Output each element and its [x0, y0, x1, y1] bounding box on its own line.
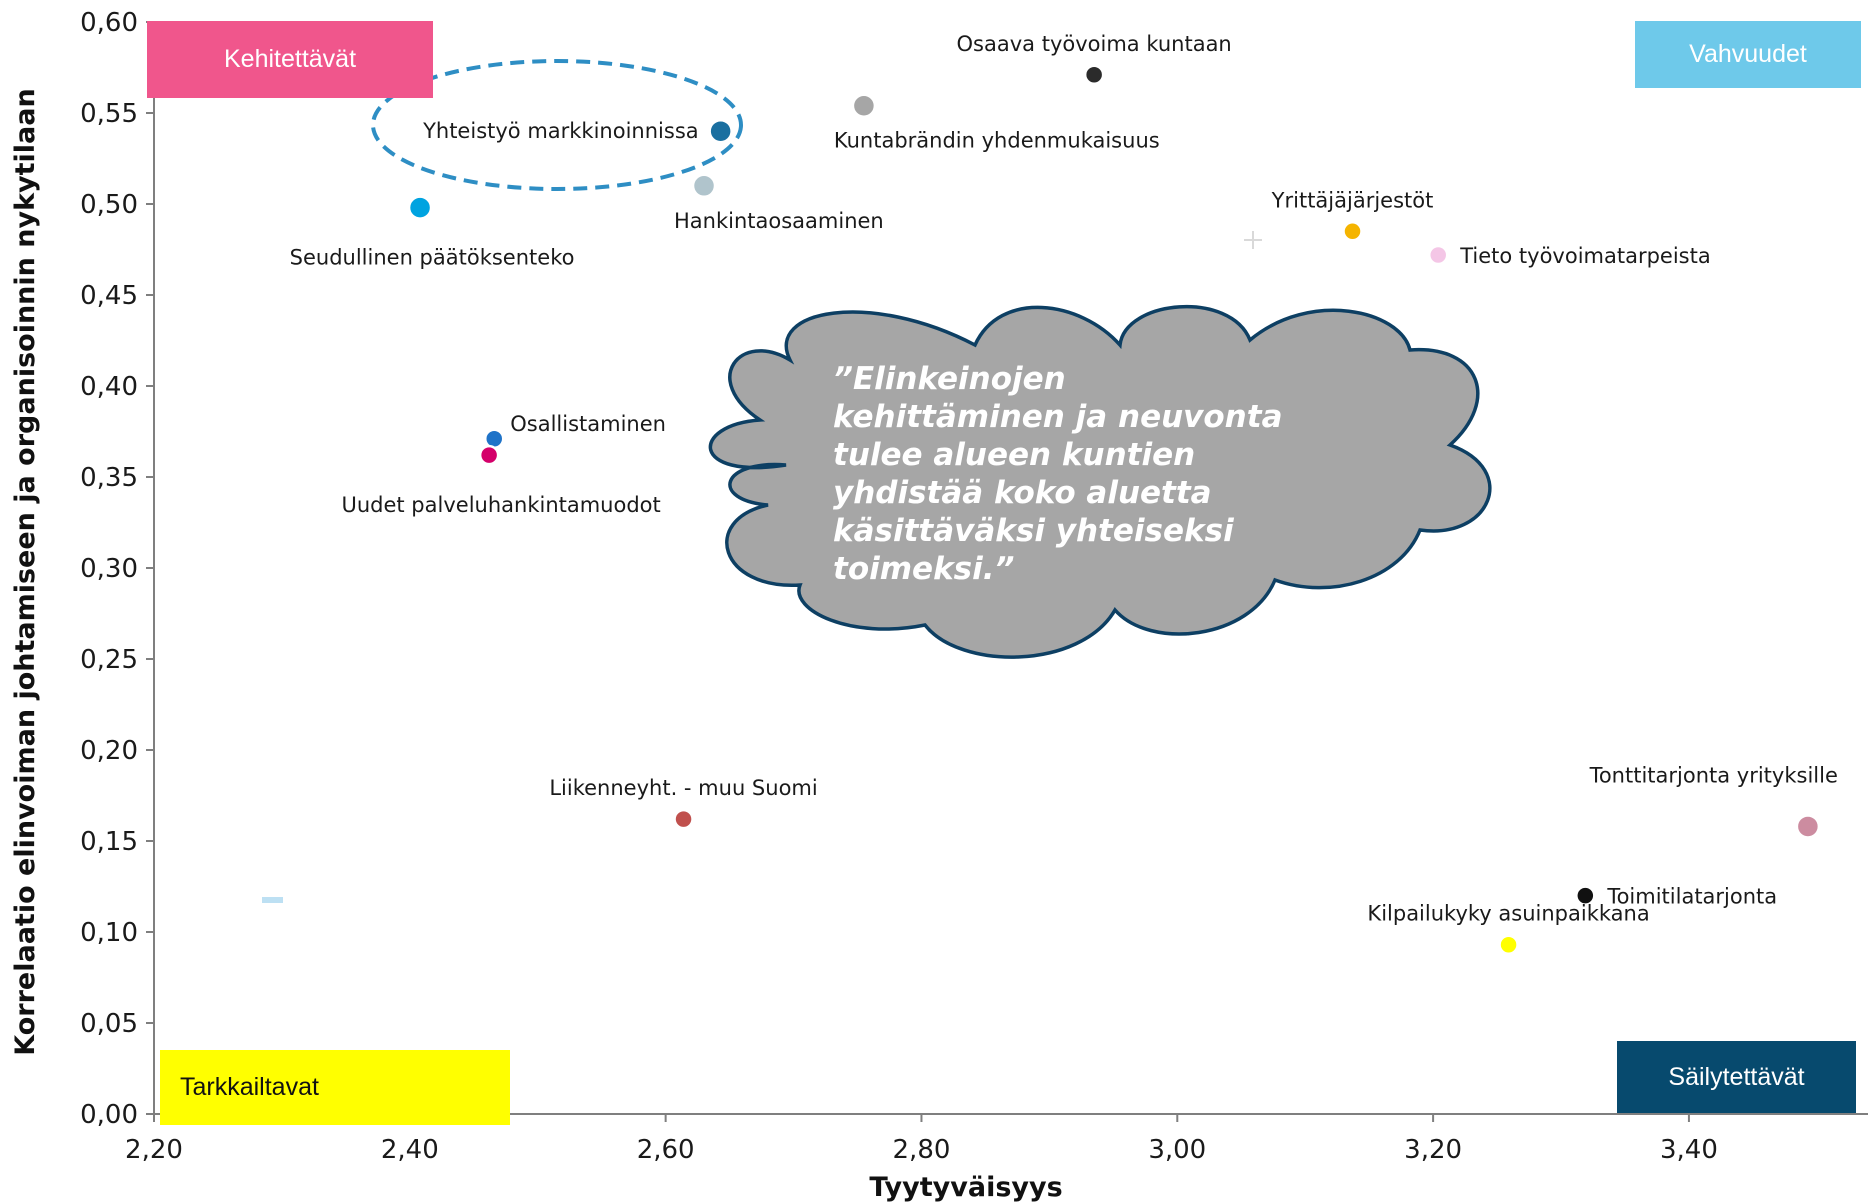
point-label: Osaava työvoima kuntaan: [957, 32, 1232, 56]
y-tick-label: 0,10: [80, 918, 138, 948]
point-label: Yhteistyö markkinoinnissa: [422, 119, 699, 143]
point-labels: Osaava työvoima kuntaan Kuntabrändin yhde…: [290, 32, 1838, 926]
data-point: [1498, 934, 1519, 955]
point-label: Kuntabrändin yhdenmukaisuus: [834, 129, 1160, 153]
quadrant-label-top-right: Vahvuudet: [1635, 21, 1861, 88]
data-point: [1083, 64, 1105, 86]
y-tick-label: 0,25: [80, 645, 138, 675]
point-label: Seudullinen päätöksenteko: [290, 246, 575, 270]
cloud-shape: [708, 304, 1492, 659]
y-tick-label: 0,35: [80, 463, 138, 493]
quote-line: toimeksi.”: [833, 551, 1015, 587]
y-tick-label: 0,05: [80, 1009, 138, 1039]
x-axis-title: Tyytyväisyys: [869, 1172, 1062, 1203]
y-axis-title: Korrelaatio elinvoiman johtamiseen ja or…: [10, 88, 41, 1055]
x-tick-label: 2,40: [381, 1135, 439, 1165]
x-axis-ticks: 2,20 2,40 2,60 2,80 3,00 3,20 3,40: [125, 1114, 1718, 1165]
data-point: [478, 444, 500, 466]
quote-line: tulee alueen kuntien: [833, 437, 1196, 473]
x-tick-label: 2,60: [637, 1135, 695, 1165]
speech-cloud: [708, 304, 1492, 659]
data-point: [708, 118, 733, 144]
point-label: Liikenneyht. - muu Suomi: [549, 776, 817, 800]
data-point: [1427, 244, 1449, 266]
quote-line: ”Elinkeinojen: [833, 361, 1066, 397]
dash-mark: [262, 897, 283, 903]
point-label: Hankintaosaaminen: [674, 209, 884, 233]
quote-line: käsittäväksi yhteiseksi: [833, 513, 1234, 549]
x-tick-label: 3,00: [1148, 1135, 1206, 1165]
y-tick-label: 0,20: [80, 736, 138, 766]
quote-line: kehittäminen ja neuvonta: [833, 399, 1283, 435]
x-tick-label: 3,40: [1660, 1135, 1718, 1165]
x-tick-label: 2,20: [125, 1135, 183, 1165]
point-label: Uudet palveluhankintamuodot: [341, 493, 660, 517]
y-tick-label: 0,40: [80, 372, 138, 402]
point-label: Tieto työvoimatarpeista: [1459, 244, 1711, 268]
data-point: [851, 93, 877, 118]
data-point: [1575, 885, 1596, 906]
quadrant-label-top-left: Kehitettävät: [147, 21, 433, 98]
x-tick-label: 2,80: [893, 1135, 951, 1165]
y-tick-label: 0,55: [80, 99, 138, 129]
point-label: Yrittäjäjärjestöt: [1271, 188, 1434, 212]
y-axis-ticks: 0,00 0,05 0,10 0,15 0,20 0,25 0,30 0,35 0,40 0,45…: [80, 8, 154, 1130]
point-label: Tonttitarjonta yrityksille: [1589, 763, 1838, 787]
y-tick-label: 0,00: [80, 1100, 138, 1130]
quote-line: yhdistää koko aluetta: [833, 475, 1212, 511]
y-tick-label: 0,30: [80, 554, 138, 584]
data-point: [1342, 221, 1363, 242]
quadrant-label-bottom-left: Tarkkailtavat: [160, 1050, 510, 1125]
point-label: Osallistaminen: [510, 412, 666, 436]
point-label: Kilpailukyky asuinpaikkana: [1367, 902, 1649, 926]
data-point: [1795, 814, 1821, 839]
x-tick-label: 3,20: [1404, 1135, 1462, 1165]
y-tick-label: 0,50: [80, 190, 138, 220]
quote-text: ”Elinkeinojen kehittäminen ja neuvonta t…: [833, 360, 1353, 588]
data-points: [407, 64, 1821, 955]
y-tick-label: 0,15: [80, 827, 138, 857]
point-label: Toimitilatarjonta: [1606, 885, 1777, 909]
quadrant-label-bottom-right: Säilytettävät: [1617, 1041, 1856, 1113]
highlight-ellipse: [371, 59, 743, 191]
data-point: [407, 195, 433, 220]
y-tick-label: 0,45: [80, 281, 138, 311]
data-point: [673, 808, 694, 830]
data-point: [691, 173, 717, 199]
y-tick-label: 0,60: [80, 8, 138, 38]
